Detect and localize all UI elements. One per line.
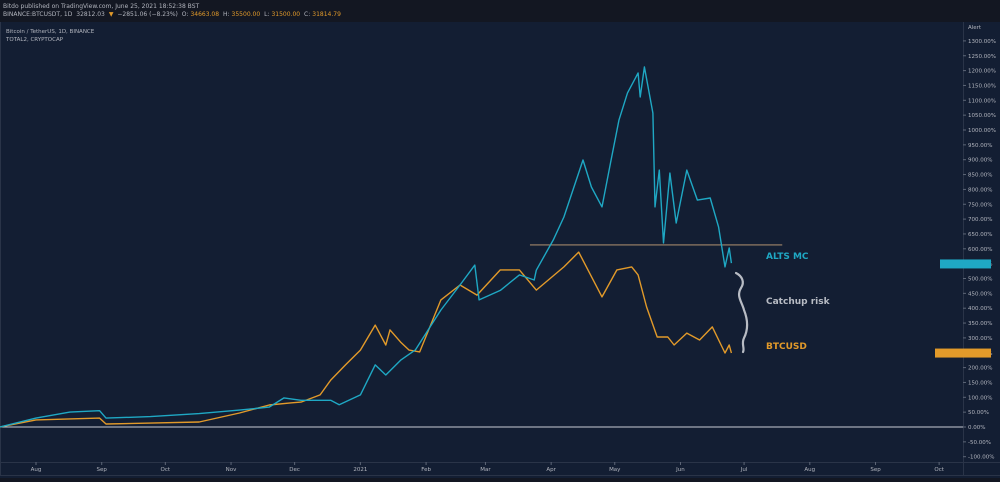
alts-mc-label: ALTS MC xyxy=(766,252,809,262)
legend-btc[interactable]: Bitcoin / TetherUS, 1D, BINANCE xyxy=(6,29,95,35)
x-tick-label: Aug xyxy=(31,467,42,473)
x-tick-label: Dec xyxy=(289,467,300,473)
last-price: 32812.03 xyxy=(76,11,105,18)
alert-label[interactable]: Alert xyxy=(968,25,982,31)
last-value-badge-alts xyxy=(940,259,991,269)
open-label: O: xyxy=(181,11,189,18)
x-tick-label: Nov xyxy=(226,467,237,473)
series-line-btc[interactable] xyxy=(0,251,733,428)
y-tick-label: 150.00% xyxy=(968,380,992,386)
btcusd-label: BTCUSD xyxy=(766,342,807,352)
y-tick-label: 300.00% xyxy=(968,336,992,342)
x-tick-label: May xyxy=(609,467,621,473)
y-tick-label: 450.00% xyxy=(968,291,992,297)
y-tick-label: 1000.00% xyxy=(968,128,996,134)
y-tick-label: 800.00% xyxy=(968,187,992,193)
y-tick-label: 1100.00% xyxy=(968,98,996,104)
published-line: Bitdo published on TradingView.com, June… xyxy=(3,3,200,10)
y-tick-label: 1250.00% xyxy=(968,54,996,60)
y-tick-label: 600.00% xyxy=(968,247,992,253)
x-tick-label: Apr xyxy=(546,467,556,473)
y-tick-label: -100.00% xyxy=(968,455,994,461)
series-line-alts[interactable] xyxy=(0,66,733,428)
time-axis[interactable]: Aug Sep Oct Nov Dec 2021 Feb Mar Apr May Jun Jul Aug… xyxy=(31,462,945,473)
catchup-squiggle xyxy=(734,271,749,354)
x-tick-label: Jun xyxy=(675,467,685,473)
legend-total2[interactable]: TOTAL2, CRYPTOCAP xyxy=(6,37,64,43)
x-tick-label: Oct xyxy=(161,467,171,473)
y-tick-label: 200.00% xyxy=(968,366,992,372)
x-tick-label: 2021 xyxy=(353,467,367,473)
y-tick-label: 1050.00% xyxy=(968,113,996,119)
change: −2851.06 (−8.23%) xyxy=(117,11,178,18)
y-tick-label: 0.00% xyxy=(968,425,985,431)
x-tick-label: Mar xyxy=(480,467,491,473)
x-tick-label: Oct xyxy=(934,467,944,473)
down-arrow-icon: ▼ xyxy=(108,11,114,18)
x-tick-label: Sep xyxy=(97,467,108,473)
catchup-risk-label: Catchup risk xyxy=(766,297,830,307)
plot-bg xyxy=(0,22,1000,478)
last-value-badge-btc xyxy=(935,348,991,358)
symbol: BINANCE:BTCUSDT, 1D xyxy=(3,11,73,18)
y-tick-label: 1200.00% xyxy=(968,69,996,75)
y-tick-label: 950.00% xyxy=(968,143,992,149)
high-value: 35500.00 xyxy=(231,11,261,18)
y-tick-label: 900.00% xyxy=(968,158,992,164)
y-tick-label: 750.00% xyxy=(968,202,992,208)
y-tick-label: 700.00% xyxy=(968,217,992,223)
price-axis[interactable]: Alert 1300.00% 1250.00% 1200.00% 1150.00% 110… xyxy=(935,25,996,461)
y-tick-label: 350.00% xyxy=(968,321,992,327)
close-label: C: xyxy=(304,11,311,18)
low-label: L: xyxy=(264,11,270,18)
low-value: 31500.00 xyxy=(271,11,301,18)
x-tick-label: Jul xyxy=(740,467,748,473)
y-tick-label: 1300.00% xyxy=(968,39,996,45)
x-tick-label: Sep xyxy=(870,467,881,473)
ohlc-line: BINANCE:BTCUSDT, 1D 32812.03 ▼ −2851.06 … xyxy=(3,11,343,18)
y-tick-label: 850.00% xyxy=(968,173,992,179)
y-tick-label: 50.00% xyxy=(968,410,989,416)
x-tick-label: Aug xyxy=(804,467,815,473)
open-value: 34663.08 xyxy=(190,11,220,18)
y-tick-label: 100.00% xyxy=(968,395,992,401)
close-value: 31814.79 xyxy=(312,11,341,18)
high-label: H: xyxy=(223,11,230,18)
y-tick-label: 400.00% xyxy=(968,306,992,312)
y-tick-label: 500.00% xyxy=(968,277,992,283)
x-tick-label: Feb xyxy=(421,467,431,473)
y-tick-label: 650.00% xyxy=(968,232,992,238)
y-tick-label: -50.00% xyxy=(968,440,991,446)
y-tick-label: 1150.00% xyxy=(968,83,996,89)
series-lines xyxy=(0,66,963,428)
